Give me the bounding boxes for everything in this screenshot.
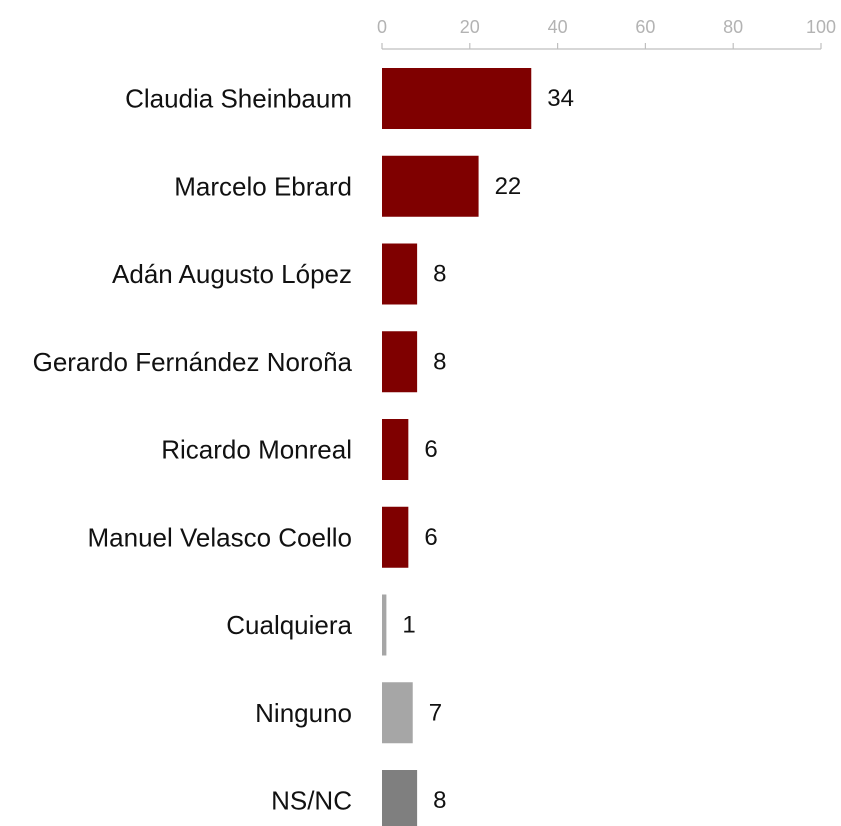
data-label: 6 [424, 436, 437, 463]
x-tick-label: 60 [635, 17, 655, 37]
category-label: Marcelo Ebrard [174, 171, 352, 201]
x-tick-label: 20 [460, 17, 480, 37]
bar [382, 506, 409, 568]
category-label: Claudia Sheinbaum [125, 84, 352, 114]
category-label: Ricardo Monreal [161, 435, 352, 465]
bar [382, 419, 409, 480]
value-labels: 34 22 8 8 6 6 1 7 8 [402, 85, 574, 814]
data-label: 8 [433, 787, 446, 814]
data-label: 6 [424, 524, 437, 551]
category-label: Gerardo Fernández Noroña [33, 347, 353, 377]
x-tick-label: 100 [806, 17, 836, 37]
x-tick-label: 40 [548, 17, 568, 37]
bar [382, 594, 387, 656]
data-label: 22 [495, 173, 522, 200]
bar [382, 155, 479, 217]
bar [382, 682, 413, 744]
category-label: Adán Augusto López [112, 259, 352, 289]
category-label: Ninguno [255, 698, 352, 728]
category-label: Cualquiera [226, 610, 352, 640]
data-label: 1 [402, 612, 415, 639]
bars [382, 68, 532, 826]
category-label: Manuel Velasco Coello [88, 522, 353, 552]
x-tick-label: 80 [723, 17, 743, 37]
category-label: NS/NC [271, 786, 352, 816]
data-label: 7 [429, 699, 442, 726]
bar [382, 243, 418, 305]
bar [382, 331, 418, 393]
data-label: 34 [547, 85, 574, 112]
x-tick-label: 0 [377, 17, 387, 37]
bar [382, 770, 418, 826]
x-axis: 0 20 40 60 80 100 [377, 17, 836, 50]
category-labels: Claudia Sheinbaum Marcelo Ebrard Adán Augu… [33, 84, 353, 816]
data-label: 8 [433, 348, 446, 375]
data-label: 8 [433, 261, 446, 288]
bar [382, 68, 532, 129]
